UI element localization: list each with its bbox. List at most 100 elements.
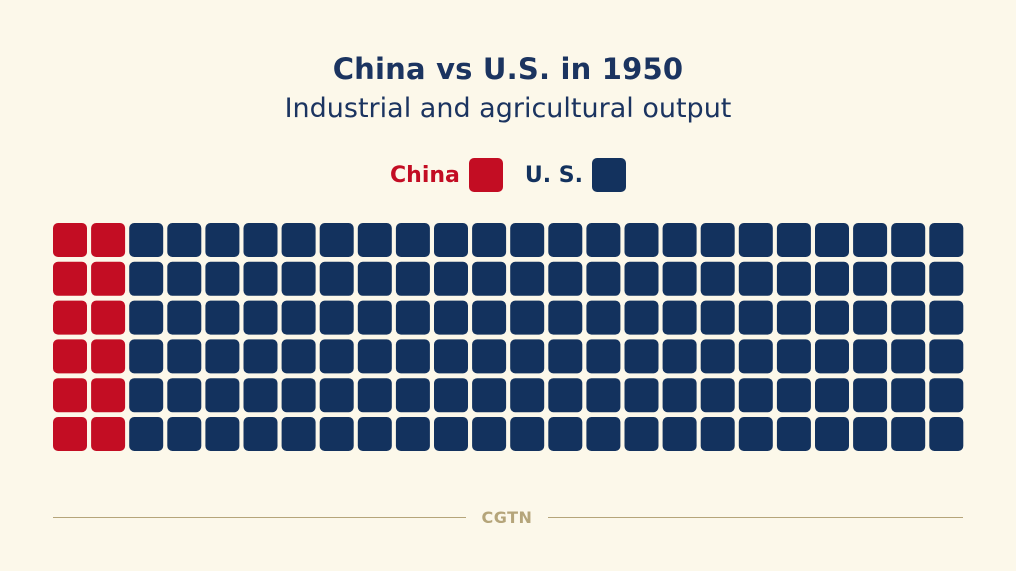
waffle-cell-us bbox=[624, 300, 659, 335]
waffle-cell-china bbox=[53, 378, 87, 413]
waffle-cell-us bbox=[472, 300, 507, 335]
waffle-cell-us bbox=[357, 223, 392, 257]
footer-divider-right bbox=[548, 517, 963, 518]
waffle-cell-us bbox=[662, 378, 697, 413]
waffle-cell-us bbox=[929, 261, 964, 296]
waffle-cell-us bbox=[586, 300, 621, 335]
waffle-cell-us bbox=[434, 300, 468, 335]
waffle-cell-us bbox=[167, 261, 202, 296]
waffle-cell-china bbox=[91, 300, 126, 335]
waffle-cell-us bbox=[586, 378, 621, 413]
waffle-cell-us bbox=[853, 223, 888, 257]
waffle-cell-us bbox=[205, 339, 240, 374]
waffle-cell-china bbox=[53, 417, 87, 451]
waffle-cell-us bbox=[167, 339, 202, 374]
waffle-cell-us bbox=[662, 339, 697, 374]
waffle-cell-us bbox=[776, 339, 811, 374]
waffle-cell-us bbox=[129, 339, 164, 374]
waffle-cell-us bbox=[700, 223, 735, 257]
waffle-cell-us bbox=[586, 339, 621, 374]
waffle-cell-us bbox=[738, 339, 773, 374]
waffle-cell-us bbox=[738, 223, 773, 257]
waffle-cell-us bbox=[205, 300, 240, 335]
waffle-cell-us bbox=[281, 223, 316, 257]
waffle-cell-us bbox=[357, 339, 392, 374]
waffle-cell-us bbox=[357, 261, 392, 296]
waffle-cell-us bbox=[510, 378, 545, 413]
waffle-cell-us bbox=[472, 261, 507, 296]
waffle-cell-us bbox=[129, 223, 164, 257]
waffle-cell-us bbox=[319, 339, 354, 374]
waffle-cell-us bbox=[510, 417, 545, 451]
waffle-cell-china bbox=[91, 378, 126, 413]
waffle-cell-us bbox=[929, 223, 964, 257]
waffle-cell-us bbox=[891, 378, 926, 413]
footer-divider-left bbox=[53, 517, 466, 518]
waffle-cell-us bbox=[434, 339, 468, 374]
waffle-cell-china bbox=[91, 223, 126, 257]
waffle-cell-us bbox=[510, 339, 545, 374]
waffle-cell-us bbox=[586, 417, 621, 451]
waffle-cell-us bbox=[776, 378, 811, 413]
legend-item-us: U. S. bbox=[525, 158, 626, 192]
waffle-cell-us bbox=[929, 378, 964, 413]
waffle-cell-us bbox=[205, 417, 240, 451]
waffle-cell-us bbox=[357, 417, 392, 451]
legend-item-china: China bbox=[390, 158, 503, 192]
waffle-cell-us bbox=[281, 339, 316, 374]
waffle-cell-us bbox=[243, 339, 278, 374]
waffle-cell-us bbox=[891, 417, 926, 451]
waffle-cell-us bbox=[434, 417, 468, 451]
waffle-cell-us bbox=[395, 378, 430, 413]
waffle-cell-us bbox=[129, 417, 164, 451]
waffle-cell-us bbox=[891, 261, 926, 296]
waffle-cell-us bbox=[357, 300, 392, 335]
waffle-cell-us bbox=[319, 300, 354, 335]
brand-logo: CGTN bbox=[481, 508, 533, 527]
waffle-cell-us bbox=[776, 300, 811, 335]
waffle-cell-china bbox=[91, 417, 126, 451]
waffle-cell-us bbox=[586, 261, 621, 296]
waffle-cell-us bbox=[700, 300, 735, 335]
waffle-cell-us bbox=[243, 261, 278, 296]
waffle-cell-us bbox=[243, 417, 278, 451]
waffle-cell-us bbox=[281, 378, 316, 413]
waffle-cell-us bbox=[700, 378, 735, 413]
waffle-cell-us bbox=[548, 300, 583, 335]
waffle-cell-us bbox=[167, 300, 202, 335]
waffle-cell-us bbox=[510, 300, 545, 335]
waffle-cell-us bbox=[129, 261, 164, 296]
waffle-cell-us bbox=[929, 417, 964, 451]
waffle-cell-us bbox=[510, 223, 545, 257]
waffle-cell-us bbox=[395, 261, 430, 296]
waffle-cell-us bbox=[853, 339, 888, 374]
waffle-cell-us bbox=[395, 417, 430, 451]
waffle-cell-us bbox=[472, 417, 507, 451]
waffle-cell-us bbox=[243, 300, 278, 335]
waffle-cell-us bbox=[319, 378, 354, 413]
waffle-cell-us bbox=[548, 223, 583, 257]
waffle-cell-china bbox=[53, 339, 87, 374]
waffle-cell-us bbox=[281, 417, 316, 451]
waffle-cell-us bbox=[624, 339, 659, 374]
waffle-cell-us bbox=[395, 223, 430, 257]
waffle-cell-us bbox=[281, 261, 316, 296]
waffle-cell-us bbox=[815, 300, 849, 335]
waffle-cell-us bbox=[662, 223, 697, 257]
waffle-cell-us bbox=[815, 339, 849, 374]
waffle-cell-us bbox=[548, 339, 583, 374]
waffle-cell-us bbox=[776, 417, 811, 451]
waffle-cell-us bbox=[738, 378, 773, 413]
waffle-cell-us bbox=[815, 261, 849, 296]
waffle-cell-us bbox=[205, 223, 240, 257]
waffle-cell-us bbox=[586, 223, 621, 257]
waffle-cell-us bbox=[891, 300, 926, 335]
waffle-cell-china bbox=[91, 261, 126, 296]
waffle-cell-china bbox=[53, 223, 87, 257]
waffle-cell-us bbox=[776, 223, 811, 257]
waffle-cell-us bbox=[472, 339, 507, 374]
waffle-cell-us bbox=[853, 417, 888, 451]
waffle-cell-us bbox=[776, 261, 811, 296]
waffle-cell-us bbox=[548, 261, 583, 296]
